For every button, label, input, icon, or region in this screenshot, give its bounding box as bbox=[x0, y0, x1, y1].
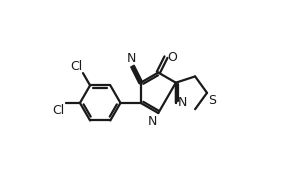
Text: N: N bbox=[178, 96, 188, 109]
Text: N: N bbox=[126, 52, 136, 65]
Text: N: N bbox=[148, 115, 157, 128]
Text: Cl: Cl bbox=[53, 104, 65, 116]
Text: Cl: Cl bbox=[70, 60, 82, 73]
Text: S: S bbox=[209, 94, 216, 107]
Text: O: O bbox=[167, 51, 177, 64]
